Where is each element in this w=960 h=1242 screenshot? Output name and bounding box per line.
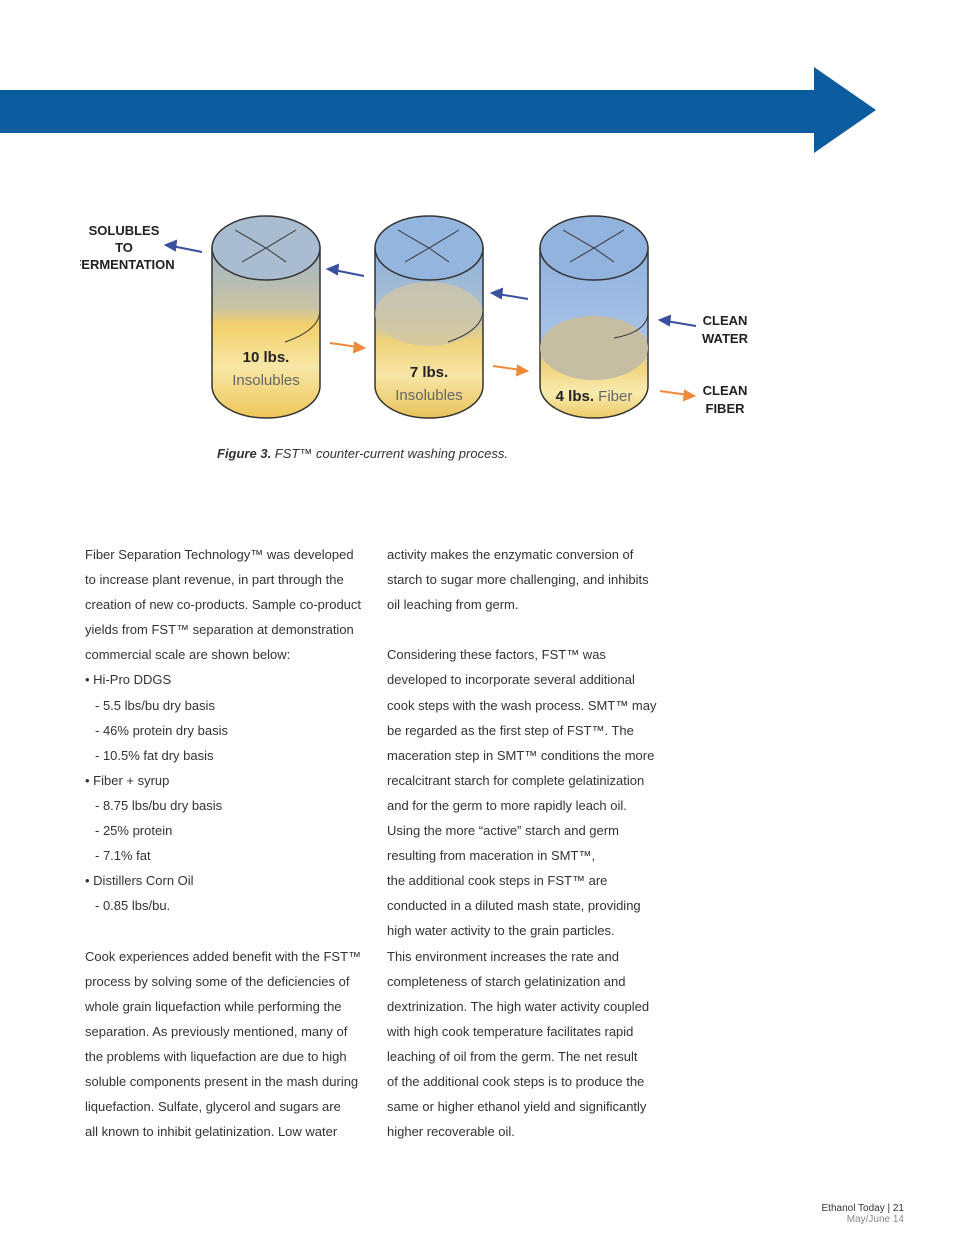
text-column-left: Fiber Separation Technology™ was develop… bbox=[85, 542, 361, 1144]
text-line: Considering these factors, FST™ was bbox=[387, 647, 606, 663]
text-line: • Distillers Corn Oil bbox=[85, 873, 194, 889]
text-line: higher recoverable oil. bbox=[387, 1124, 515, 1140]
text-line: whole grain liquefaction while performin… bbox=[85, 998, 342, 1014]
fst-washing-diagram: 10 lbs. Insolubles 7 lbs. Insolubles 4 l… bbox=[80, 215, 749, 419]
clean-water-label: WATER bbox=[702, 331, 749, 346]
text-line: to increase plant revenue, in part throu… bbox=[85, 572, 344, 588]
clean-water-label: CLEAN bbox=[703, 313, 748, 328]
text-line: activity makes the enzymatic conversion … bbox=[387, 547, 634, 562]
text-line: yields from FST™ separation at demonstra… bbox=[85, 622, 354, 638]
tank-2: 7 lbs. Insolubles bbox=[374, 215, 484, 419]
clean-fiber-label: FIBER bbox=[706, 401, 746, 416]
text-line: all known to inhibit gelatinization. Low… bbox=[85, 1124, 338, 1140]
text-line: This environment increases the rate and bbox=[387, 948, 619, 964]
text-line: soluble components present in the mash d… bbox=[85, 1073, 359, 1089]
text-line: liquefaction. Sulfate, glycerol and suga… bbox=[85, 1099, 341, 1115]
text-line: • Hi-Pro DDGS bbox=[85, 672, 172, 688]
text-line: of the additional cook steps is to produ… bbox=[387, 1073, 645, 1089]
page-footer: Ethanol Today | 21 May/June 14 bbox=[822, 1203, 904, 1225]
text-line: resulting from maceration in SMT™, bbox=[387, 848, 596, 864]
solubles-label: SOLUBLES bbox=[89, 223, 160, 238]
text-line: the problems with liquefaction are due t… bbox=[85, 1048, 347, 1064]
clean-fiber-label: CLEAN bbox=[703, 383, 748, 398]
text-line: - 46% protein dry basis bbox=[95, 722, 228, 738]
magazine-page-number: Ethanol Today | 21 bbox=[821, 1203, 904, 1214]
text-line: dextrinization. The high water activity … bbox=[387, 998, 650, 1014]
text-line: starch to sugar more challenging, and in… bbox=[387, 572, 649, 588]
text-line: - 8.75 lbs/bu dry basis bbox=[95, 797, 223, 813]
solubles-label: TO bbox=[115, 240, 133, 255]
text-line: - 25% protein bbox=[95, 823, 173, 839]
text-line: with high cook temperature facilitates r… bbox=[387, 1023, 634, 1039]
caption-label: Figure 3. bbox=[217, 446, 272, 461]
tank-label: 4 lbs. Fiber bbox=[556, 388, 633, 405]
text-line: Fiber Separation Technology™ was develop… bbox=[85, 547, 354, 562]
caption-text: FST™ counter-current washing process. bbox=[271, 446, 508, 461]
text-line: same or higher ethanol yield and signifi… bbox=[387, 1099, 647, 1115]
banner-arrow bbox=[0, 67, 876, 153]
tank-3: 4 lbs. Fiber bbox=[539, 215, 649, 419]
text-line: oil leaching from germ. bbox=[387, 597, 519, 613]
text-line: maceration step in SMT™ conditions the m… bbox=[387, 747, 655, 763]
text-line: cook steps with the wash process. SMT™ m… bbox=[387, 697, 657, 713]
text-line: creation of new co-products. Sample co-p… bbox=[85, 597, 362, 613]
tank-1: 10 lbs. Insolubles bbox=[211, 215, 321, 419]
text-line: - 0.85 lbs/bu. bbox=[95, 898, 171, 914]
tank-amount: 7 lbs. bbox=[410, 364, 448, 381]
text-line: completeness of starch gelatinization an… bbox=[387, 973, 626, 989]
text-line: commercial scale are shown below: bbox=[85, 647, 291, 663]
text-line: and for the germ to more rapidly leach o… bbox=[387, 797, 627, 813]
text-line: the additional cook steps in FST™ are bbox=[387, 873, 608, 889]
text-line: be regarded as the first step of FST™. T… bbox=[387, 722, 634, 738]
text-line: developed to incorporate several additio… bbox=[387, 672, 635, 688]
text-column-right: activity makes the enzymatic conversion … bbox=[387, 542, 656, 1144]
issue-date: May/June 14 bbox=[846, 1214, 904, 1225]
text-line bbox=[387, 617, 656, 642]
text-line: conducted in a diluted mash state, provi… bbox=[387, 898, 641, 914]
text-line: • Fiber + syrup bbox=[85, 772, 170, 788]
text-line: separation. As previously mentioned, man… bbox=[85, 1023, 348, 1039]
tank-amount: 10 lbs. bbox=[243, 349, 290, 366]
figure-caption: Figure 3. FST™ counter-current washing p… bbox=[217, 446, 508, 461]
solubles-label: FERMENTATION bbox=[80, 257, 175, 272]
text-line: leaching of oil from the germ. The net r… bbox=[387, 1048, 638, 1064]
text-line: Cook experiences added benefit with the … bbox=[85, 948, 362, 964]
text-line bbox=[85, 918, 361, 943]
flow-arrows bbox=[163, 239, 697, 402]
tank-material: Insolubles bbox=[395, 387, 463, 404]
text-line: - 10.5% fat dry basis bbox=[95, 747, 214, 763]
text-line: recalcitrant starch for complete gelatin… bbox=[387, 772, 645, 788]
text-line: - 5.5 lbs/bu dry basis bbox=[95, 697, 215, 713]
text-line: high water activity to the grain particl… bbox=[387, 923, 615, 939]
text-line: - 7.1% fat bbox=[95, 848, 151, 864]
tank-material: Insolubles bbox=[232, 372, 300, 389]
text-line: Using the more “active” starch and germ bbox=[387, 823, 619, 839]
text-line: process by solving some of the deficienc… bbox=[85, 973, 350, 989]
